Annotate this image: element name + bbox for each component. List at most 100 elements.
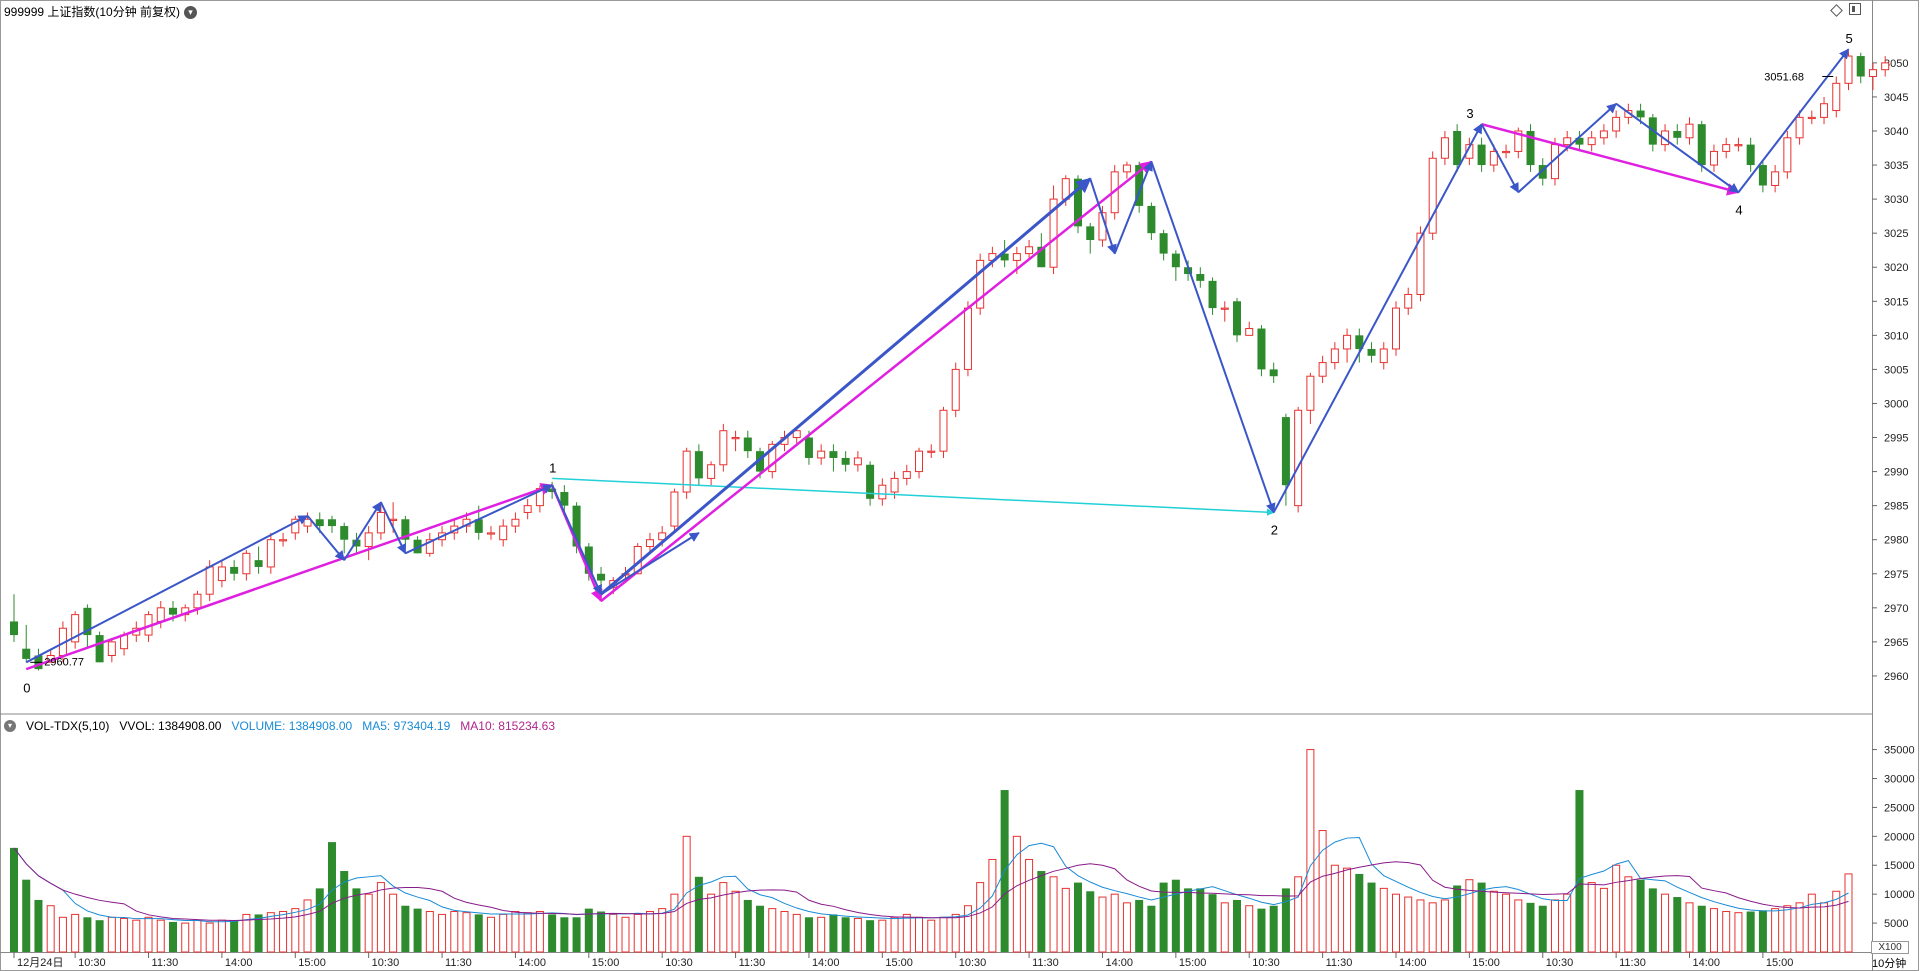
candle-up <box>1685 123 1694 139</box>
volume-bar-up <box>915 916 924 953</box>
volume-bar-down <box>829 914 838 952</box>
volume-bar-down <box>1538 905 1547 952</box>
candle-down <box>168 607 177 615</box>
chart-title[interactable]: 999999 上证指数(10分钟 前复权) ▾ <box>4 3 198 21</box>
volume-bar-up <box>853 917 862 953</box>
x-tick-label: 15:00 <box>1766 957 1794 969</box>
volume-bar-up <box>768 908 777 953</box>
candle-up <box>1868 69 1877 77</box>
price-y-tick-label: 3005 <box>1884 364 1908 376</box>
candle-up <box>364 532 373 548</box>
volume-y-tick-label: 20000 <box>1884 831 1915 843</box>
price-y-tick-label: 3045 <box>1884 92 1908 104</box>
candle-down <box>829 451 838 458</box>
candle-down <box>1575 137 1584 145</box>
volume-bar-up <box>645 911 654 953</box>
volume-bar-up <box>1220 902 1229 953</box>
wave-blue-segment <box>306 515 345 561</box>
wave-magenta-segment <box>600 160 1153 602</box>
volume-bar-down <box>1477 882 1486 952</box>
vol-indicator-name[interactable]: VOL-TDX(5,10) <box>26 719 110 733</box>
candle-up <box>1612 116 1621 132</box>
volume-bar-down <box>474 914 483 952</box>
volume-bar-down <box>315 888 324 952</box>
price-y-tick-label: 2960 <box>1884 671 1908 683</box>
volume-bar-up <box>792 913 801 953</box>
wave-blue-segment <box>1737 48 1850 193</box>
price-y-tick-label: 3030 <box>1884 194 1908 206</box>
volume-bar-up <box>156 919 165 953</box>
x-tick-label: 10:30 <box>1546 957 1574 969</box>
x-tick-label: 11:30 <box>739 957 766 969</box>
volume-indicator-title: ▾ VOL-TDX(5,10) VVOL: 1384908.00 VOLUME:… <box>4 718 555 734</box>
candle-up <box>1807 116 1816 120</box>
volume-bar-up <box>303 899 312 953</box>
volume-bar-up <box>1061 887 1070 953</box>
x-tick-label: 11:30 <box>152 957 179 969</box>
volume-bar-up <box>1391 893 1400 953</box>
panel-toggle-icon[interactable] <box>1849 3 1861 15</box>
candle-down <box>1269 369 1278 377</box>
volume-bar-up <box>1832 890 1841 953</box>
volume-bar-up <box>1514 899 1523 953</box>
candle-up <box>1294 409 1303 507</box>
volume-bar-up <box>217 919 226 953</box>
volume-bar-up <box>1783 905 1792 953</box>
candle-down <box>254 560 263 567</box>
x-tick-label: 10:30 <box>959 957 987 969</box>
candle-down <box>1281 417 1290 486</box>
candle-up <box>1025 246 1034 255</box>
x-tick-label: 11:30 <box>1032 957 1059 969</box>
candle-up <box>1820 103 1829 118</box>
period-selector[interactable]: 10分钟 <box>1872 958 1907 970</box>
volume-bar-up <box>1025 858 1034 953</box>
candle-down <box>1636 110 1645 118</box>
candle-down <box>756 451 765 472</box>
wave-label: 0 <box>23 681 30 696</box>
volume-bar-up <box>1807 893 1816 953</box>
diamond-icon[interactable] <box>1830 3 1843 17</box>
candle-down <box>804 437 813 458</box>
volume-bar-down <box>841 917 850 952</box>
wave-label: 1 <box>549 460 556 475</box>
candle-up <box>376 511 385 534</box>
candle-down <box>1135 165 1144 206</box>
candle-down <box>327 519 336 527</box>
volume-bar-up <box>1734 912 1743 953</box>
volume-bar-down <box>1746 911 1755 952</box>
candle-up <box>291 518 300 534</box>
wave-blue-segment <box>600 177 1092 596</box>
candle-up <box>1881 62 1890 71</box>
candle-up <box>1502 150 1511 154</box>
volume-bar-down <box>1526 902 1535 952</box>
candle-down <box>743 437 752 452</box>
candle-up <box>707 464 716 479</box>
volume-bar-up <box>181 922 190 953</box>
volume-bar-up <box>425 911 434 953</box>
volume-bar-down <box>804 917 813 952</box>
candle-up <box>1587 137 1596 146</box>
volume-bar-up <box>890 916 899 953</box>
price-y-tick-label: 3000 <box>1884 398 1908 410</box>
volume-bar-down <box>548 914 557 952</box>
volume-bar-down <box>10 847 18 952</box>
candle-down <box>1159 233 1168 254</box>
candle-down <box>1086 226 1095 240</box>
candle-up <box>499 525 508 541</box>
price-y-tick-label: 3015 <box>1884 296 1908 308</box>
wave-blue-segment <box>404 484 554 555</box>
volume-bar-down <box>560 917 569 952</box>
candle-down <box>1673 130 1682 138</box>
circle-chevron-icon[interactable]: ▾ <box>4 720 16 732</box>
vol-ma10-value: MA10: 815234.63 <box>460 719 556 733</box>
volume-bar-up <box>535 911 544 953</box>
chevron-down-icon[interactable]: ▾ <box>184 5 198 19</box>
wave-blue-segment <box>1272 123 1483 513</box>
wave-blue-segment <box>1480 123 1520 194</box>
volume-bar-down <box>1159 882 1168 952</box>
volume-bar-up <box>523 912 532 953</box>
candle-up <box>71 614 80 643</box>
candle-up <box>1049 198 1058 268</box>
